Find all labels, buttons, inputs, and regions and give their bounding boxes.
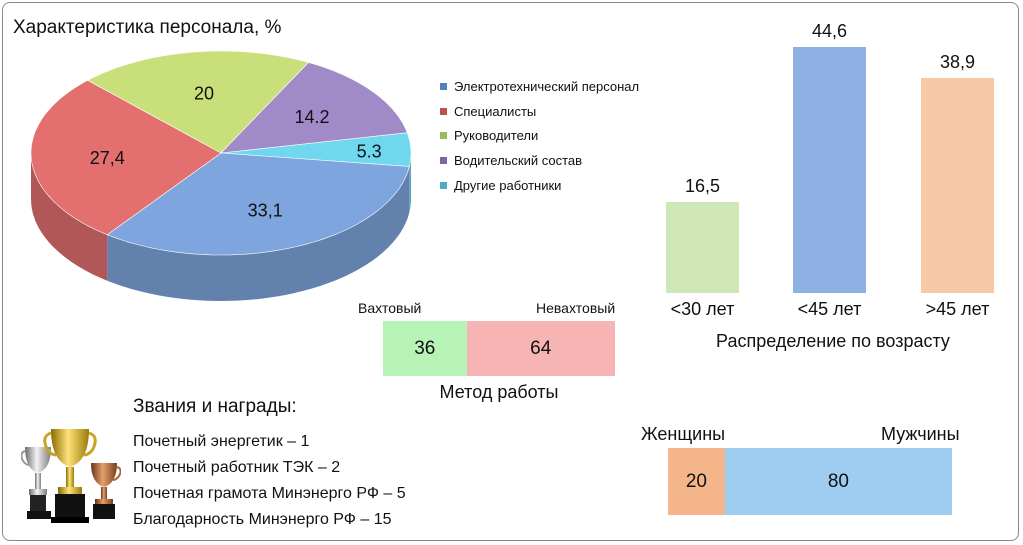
method-label-shift: Вахтовый (358, 300, 422, 316)
method-bar-segment: 64 (466, 321, 615, 376)
pie-slice-electro-side (107, 166, 410, 301)
award-item: Почетная грамота Минэнерго РФ – 5 (133, 485, 406, 502)
legend-swatch (440, 132, 447, 139)
gender-label-women: Женщины (641, 424, 726, 444)
legend-item-others: Другие работники (440, 178, 561, 193)
legend-item-drivers: Водительский состав (440, 153, 582, 168)
method-stacked-bar: 36 64 (383, 321, 615, 376)
pie-chart-title: Характеристика персонала, % (13, 17, 282, 38)
age-category-label: <45 лет (797, 299, 862, 319)
pie-value-label: 20 (194, 84, 214, 104)
pie-value-label: 33,1 (248, 200, 283, 220)
age-chart-title: Распределение по возрасту (716, 331, 950, 351)
age-category-label: <30 лет (670, 299, 735, 319)
pie-slice-specialists-side (31, 153, 108, 281)
legend-swatch (440, 108, 447, 115)
pie-value-label: 27,4 (90, 148, 125, 168)
age-bar-value-label: 38,9 (939, 52, 976, 73)
pie-slice-others-side (409, 153, 411, 213)
legend-swatch (440, 83, 447, 90)
legend-item-specialists: Специалисты (440, 104, 536, 119)
age-bar (666, 201, 739, 293)
pie-slice-others (220, 132, 412, 167)
gender-bar-segment: 20 (668, 448, 725, 515)
legend-item-managers: Руководители (440, 128, 538, 143)
age-bar (921, 78, 994, 293)
pie-value-label: 5.3 (357, 141, 382, 161)
gender-label-men: Мужчины (881, 424, 960, 444)
award-item: Благодарность Минэнерго РФ – 15 (133, 511, 392, 528)
age-bar (793, 47, 866, 293)
pie-slice-drivers (220, 62, 408, 154)
gender-stacked-bar: 20 80 (668, 448, 952, 515)
legend-swatch (440, 157, 447, 164)
pie-chart: 5.3 33,1 27,4 20 14.2 (30, 50, 412, 301)
awards-heading: Звания и награды: (133, 396, 297, 417)
pie-slice-specialists (30, 79, 222, 236)
award-item: Почетный энергетик – 1 (133, 433, 310, 450)
trophy-cups-icon (21, 429, 121, 523)
pie-slice-electro (106, 152, 410, 256)
method-bar-segment: 36 (383, 321, 467, 376)
pie-slice-managers (86, 50, 310, 154)
pie-value-label: 14.2 (294, 107, 329, 127)
age-category-label: >45 лет (925, 299, 990, 319)
legend-swatch (440, 182, 447, 189)
age-bar-value-label: 44,6 (811, 21, 848, 41)
age-bar-value-label: 16,5 (684, 175, 721, 196)
award-item: Почетный работник ТЭК – 2 (133, 459, 341, 476)
method-chart-title: Метод работы (439, 382, 559, 402)
legend-item-electro: Электротехнический персонал (440, 79, 639, 94)
method-label-nonshift: Невахтовый (536, 300, 616, 316)
gender-bar-segment: 80 (724, 448, 952, 515)
